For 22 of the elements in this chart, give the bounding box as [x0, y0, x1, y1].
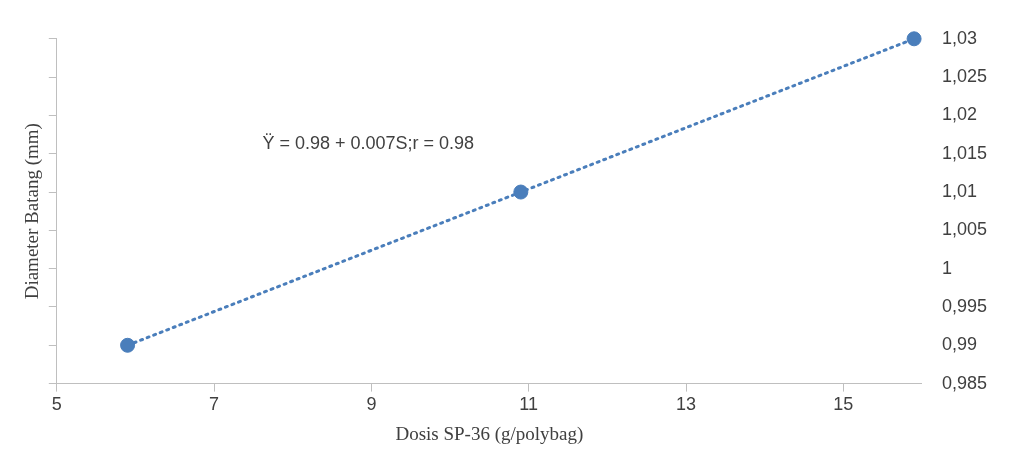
- point: [513, 184, 529, 200]
- point: [120, 337, 136, 353]
- y-axis-title: Diameter Batang (mm): [21, 123, 44, 300]
- x-tick-label: 5: [51, 394, 62, 415]
- x-tick-label: 7: [209, 394, 220, 415]
- y-tick-label: 1: [941, 257, 952, 278]
- y-tick-label: 1,015: [941, 142, 987, 163]
- y-tick-label: 0,995: [941, 295, 987, 316]
- y-tick-label: 1,01: [941, 181, 977, 202]
- annotation: Ÿ = 0.98 + 0.007S;r = 0.98: [262, 132, 475, 153]
- x-axis-title: Dosis SP-36 (g/polybag): [395, 422, 584, 445]
- point: [906, 31, 922, 47]
- x-tick-label: 13: [675, 394, 697, 415]
- x-tick-label: 15: [833, 394, 854, 415]
- x-tick-label: 11: [519, 394, 539, 415]
- x-tick-label: 9: [366, 394, 377, 415]
- y-tick-label: 1,02: [941, 104, 977, 125]
- y-tick-label: 0,985: [941, 372, 987, 393]
- y-tick-label: 1,03: [941, 27, 977, 48]
- y-tick-label: 1,025: [941, 66, 987, 87]
- y-tick-label: 0,99: [941, 334, 977, 355]
- y-tick-label: 1,005: [941, 219, 987, 240]
